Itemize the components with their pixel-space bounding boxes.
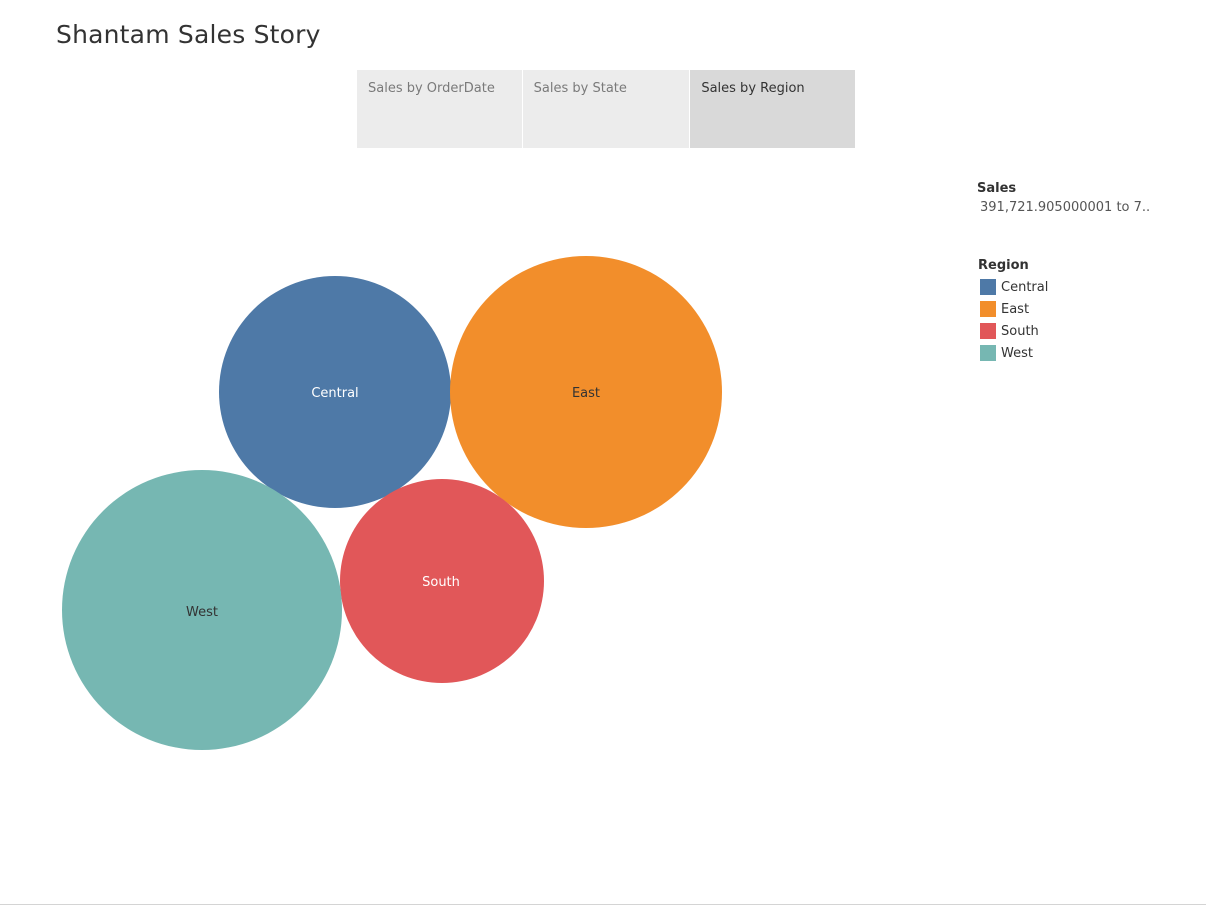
story-navigator: Sales by OrderDate Sales by State Sales … bbox=[357, 70, 855, 148]
bubble-west[interactable] bbox=[62, 470, 342, 750]
legend-item-east[interactable]: East bbox=[980, 298, 1048, 320]
story-point-sales-by-orderdate[interactable]: Sales by OrderDate bbox=[357, 70, 522, 148]
story-title: Shantam Sales Story bbox=[56, 20, 321, 49]
region-legend: Central East South West bbox=[980, 276, 1048, 364]
legend-swatch-west bbox=[980, 345, 996, 361]
bubble-label-east: East bbox=[572, 386, 600, 401]
legend-item-central[interactable]: Central bbox=[980, 276, 1048, 298]
legend-label-west: West bbox=[1001, 345, 1033, 361]
legend-label-south: South bbox=[1001, 323, 1039, 339]
story-point-sales-by-region[interactable]: Sales by Region bbox=[690, 70, 855, 148]
legend-label-central: Central bbox=[1001, 279, 1049, 295]
bubble-label-central: Central bbox=[311, 386, 358, 401]
bubble-south[interactable] bbox=[340, 479, 544, 683]
region-legend-title: Region bbox=[978, 258, 1029, 273]
bubble-east[interactable] bbox=[450, 256, 722, 528]
sales-legend-title: Sales bbox=[977, 181, 1017, 196]
bottom-divider bbox=[0, 904, 1206, 905]
legend-item-south[interactable]: South bbox=[980, 320, 1048, 342]
bubble-label-south: South bbox=[422, 575, 460, 590]
legend-swatch-south bbox=[980, 323, 996, 339]
bubble-label-west: West bbox=[186, 605, 218, 620]
story-point-sales-by-state[interactable]: Sales by State bbox=[522, 70, 690, 148]
legend-item-west[interactable]: West bbox=[980, 342, 1048, 364]
legend-swatch-central bbox=[980, 279, 996, 295]
bubble-central[interactable] bbox=[219, 276, 451, 508]
packed-bubble-chart: Central East South West bbox=[62, 256, 722, 750]
sales-legend-range: 391,721.905000001 to 7.. bbox=[980, 200, 1151, 215]
legend-swatch-east bbox=[980, 301, 996, 317]
legend-label-east: East bbox=[1001, 301, 1030, 317]
